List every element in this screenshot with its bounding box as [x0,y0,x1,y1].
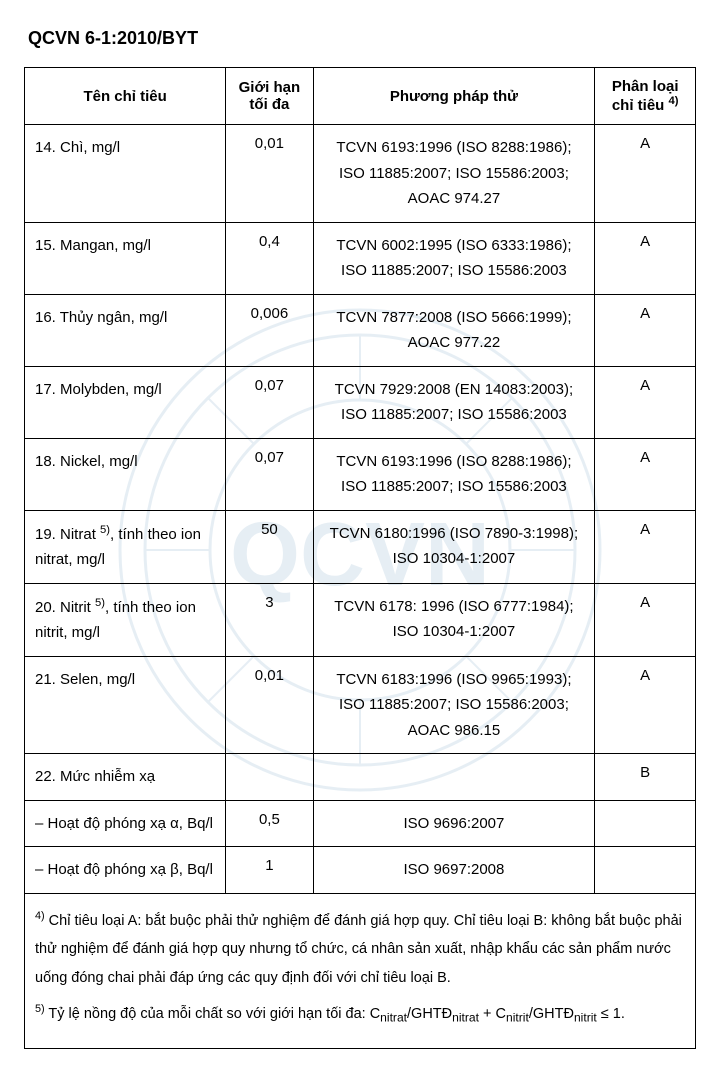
cell-name: 18. Nickel, mg/l [25,438,226,510]
cell-method: TCVN 7929:2008 (EN 14083:2003); ISO 1188… [313,366,595,438]
cell-limit: 0,5 [226,800,313,847]
cell-name: 20. Nitrit 5), tính theo ion nitrit, mg/… [25,583,226,656]
cell-limit [226,754,313,801]
cell-class: A [595,583,696,656]
header-limit: Giới hạn tối đa [226,68,313,125]
cell-method: TCVN 6193:1996 (ISO 8288:1986); ISO 1188… [313,438,595,510]
cell-limit: 0,4 [226,222,313,294]
standards-table: Tên chỉ tiêu Giới hạn tối đa Phương pháp… [24,67,696,894]
cell-class: A [595,656,696,754]
header-class: Phân loại chỉ tiêu 4) [595,68,696,125]
cell-class [595,800,696,847]
table-row: 18. Nickel, mg/l0,07TCVN 6193:1996 (ISO … [25,438,696,510]
table-row: 15. Mangan, mg/l0,4TCVN 6002:1995 (ISO 6… [25,222,696,294]
footnote-5: 5) Tỷ lệ nồng độ của mỗi chất so với giớ… [35,999,685,1030]
cell-class: A [595,125,696,223]
table-row: 20. Nitrit 5), tính theo ion nitrit, mg/… [25,583,696,656]
table-row: 22. Mức nhiễm xạ B [25,754,696,801]
footnote-4: 4) Chỉ tiêu loại A: bắt buộc phải thử ng… [35,906,685,994]
table-row: 17. Molybden, mg/l0,07TCVN 7929:2008 (EN… [25,366,696,438]
cell-method: TCVN 6193:1996 (ISO 8288:1986); ISO 1188… [313,125,595,223]
footnotes-block: 4) Chỉ tiêu loại A: bắt buộc phải thử ng… [24,894,696,1050]
cell-name: 16. Thủy ngân, mg/l [25,294,226,366]
table-row: 21. Selen, mg/l0,01TCVN 6183:1996 (ISO 9… [25,656,696,754]
cell-class: A [595,510,696,583]
cell-name: 22. Mức nhiễm xạ [25,754,226,801]
cell-limit: 0,01 [226,125,313,223]
table-row: 19. Nitrat 5), tính theo ion nitrat, mg/… [25,510,696,583]
header-name: Tên chỉ tiêu [25,68,226,125]
cell-name: 19. Nitrat 5), tính theo ion nitrat, mg/… [25,510,226,583]
cell-method: TCVN 6183:1996 (ISO 9965:1993); ISO 1188… [313,656,595,754]
cell-limit: 3 [226,583,313,656]
cell-class [595,847,696,894]
cell-method: TCVN 7877:2008 (ISO 5666:1999); AOAC 977… [313,294,595,366]
table-row: 14. Chì, mg/l0,01TCVN 6193:1996 (ISO 828… [25,125,696,223]
cell-name: 14. Chì, mg/l [25,125,226,223]
cell-method: TCVN 6180:1996 (ISO 7890-3:1998); ISO 10… [313,510,595,583]
cell-limit: 0,01 [226,656,313,754]
cell-name: – Hoạt độ phóng xạ α, Bq/l [25,800,226,847]
cell-limit: 0,07 [226,366,313,438]
cell-name: 21. Selen, mg/l [25,656,226,754]
cell-class: B [595,754,696,801]
cell-class: A [595,294,696,366]
document-title: QCVN 6-1:2010/BYT [28,28,696,49]
cell-class: A [595,222,696,294]
cell-limit: 0,07 [226,438,313,510]
header-method: Phương pháp thử [313,68,595,125]
cell-name: – Hoạt độ phóng xạ β, Bq/l [25,847,226,894]
cell-class: A [595,438,696,510]
cell-method: TCVN 6178: 1996 (ISO 6777:1984); ISO 103… [313,583,595,656]
cell-method: ISO 9696:2007 [313,800,595,847]
cell-method: TCVN 6002:1995 (ISO 6333:1986); ISO 1188… [313,222,595,294]
cell-name: 17. Molybden, mg/l [25,366,226,438]
cell-class: A [595,366,696,438]
cell-limit: 50 [226,510,313,583]
table-row: – Hoạt độ phóng xạ β, Bq/l1ISO 9697:2008 [25,847,696,894]
table-row: 16. Thủy ngân, mg/l0,006TCVN 7877:2008 (… [25,294,696,366]
cell-name: 15. Mangan, mg/l [25,222,226,294]
cell-limit: 1 [226,847,313,894]
cell-method [313,754,595,801]
cell-limit: 0,006 [226,294,313,366]
table-row: – Hoạt độ phóng xạ α, Bq/l0,5ISO 9696:20… [25,800,696,847]
cell-method: ISO 9697:2008 [313,847,595,894]
